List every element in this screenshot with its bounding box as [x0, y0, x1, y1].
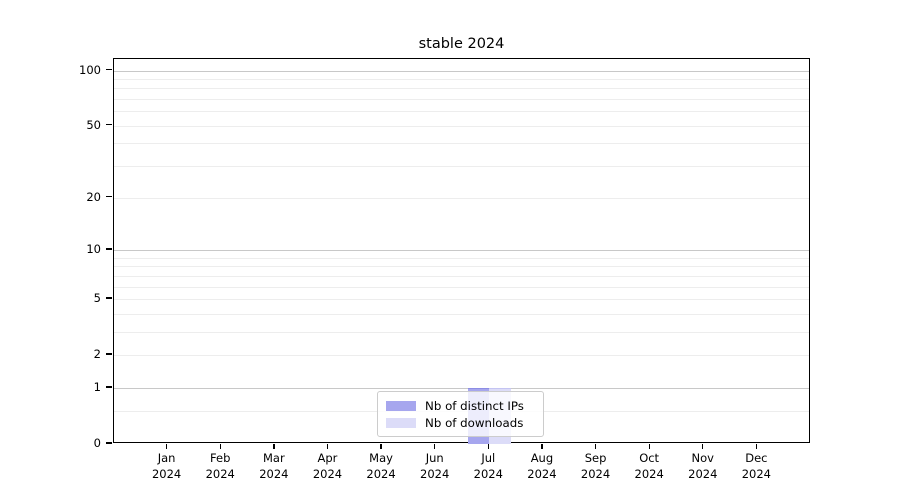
x-tick-year: 2024 [205, 466, 235, 481]
x-tick-label: May 2024 [351, 451, 411, 482]
x-tick-year: 2024 [366, 466, 396, 481]
minor-gridline [114, 78, 809, 80]
x-tick-mark [434, 443, 436, 449]
legend-label: Nb of downloads [425, 416, 524, 431]
x-tick-mark [166, 443, 168, 449]
x-tick-label: Feb 2024 [190, 451, 250, 482]
minor-gridline [114, 99, 809, 101]
y-tick-mark [106, 353, 112, 355]
x-tick-label: Apr 2024 [297, 451, 357, 482]
x-tick-label: Dec 2024 [726, 451, 786, 482]
minor-gridline [114, 88, 809, 90]
y-tick-mark [106, 196, 112, 198]
y-tick-label: 1 [93, 379, 101, 394]
minor-gridline [114, 143, 809, 145]
y-tick-label: 20 [86, 189, 101, 204]
x-tick-month: Nov [691, 451, 714, 465]
x-tick-month: Feb [210, 451, 231, 465]
major-gridline [114, 387, 809, 389]
x-tick-month: May [369, 451, 393, 465]
x-tick-month: Dec [745, 451, 768, 465]
x-tick-label: Oct 2024 [619, 451, 679, 482]
x-tick-month: Oct [639, 451, 660, 465]
legend-swatch-distinct-ips [386, 400, 416, 411]
x-tick-mark [648, 443, 650, 449]
x-tick-label: Jul 2024 [458, 451, 518, 482]
y-tick-mark [106, 386, 112, 388]
x-tick-month: Jun [425, 451, 444, 465]
minor-gridline [114, 275, 809, 277]
x-tick-month: Jan [157, 451, 176, 465]
y-tick-mark [106, 297, 112, 299]
legend-label: Nb of distinct IPs [425, 398, 524, 413]
x-tick-year: 2024 [741, 466, 772, 481]
x-tick-month: Aug [530, 451, 554, 465]
x-tick-mark [487, 443, 489, 449]
x-tick-month: Apr [317, 451, 338, 465]
y-tick-label: 50 [86, 117, 101, 132]
x-tick-year: 2024 [688, 466, 718, 481]
minor-gridline [114, 166, 809, 168]
x-tick-year: 2024 [312, 466, 343, 481]
y-tick-mark [106, 442, 112, 444]
y-tick-label: 5 [93, 290, 101, 305]
minor-gridline [114, 313, 809, 315]
y-tick-label: 100 [79, 62, 101, 77]
x-tick-month: Jul [481, 451, 496, 465]
x-tick-year: 2024 [527, 466, 557, 481]
x-tick-label: Aug 2024 [512, 451, 572, 482]
x-tick-label: Sep 2024 [566, 451, 626, 482]
x-tick-month: Sep [584, 451, 607, 465]
x-tick-mark [594, 443, 597, 449]
x-tick-label: Jun 2024 [405, 451, 465, 482]
plot-area [113, 58, 810, 444]
minor-gridline [114, 298, 809, 300]
y-tick-label: 2 [93, 347, 101, 362]
minor-gridline [114, 111, 809, 113]
x-tick-mark [702, 443, 704, 449]
x-tick-label: Jan 2024 [137, 451, 197, 482]
x-tick-mark [755, 443, 758, 449]
minor-gridline [114, 331, 809, 333]
minor-gridline [114, 257, 809, 259]
x-tick-mark [219, 443, 221, 449]
major-gridline [114, 70, 809, 72]
y-tick-mark [106, 68, 112, 71]
minor-gridline [114, 286, 809, 288]
x-tick-year: 2024 [420, 466, 450, 481]
major-gridline [114, 249, 809, 251]
x-tick-year: 2024 [259, 466, 289, 481]
x-tick-label: Nov 2024 [673, 451, 733, 482]
minor-gridline [114, 197, 809, 199]
legend-item: Nb of downloads [386, 416, 535, 430]
minor-gridline [114, 355, 809, 357]
y-tick-mark [106, 248, 112, 250]
x-tick-mark [541, 443, 543, 449]
y-tick-label: 0 [93, 436, 101, 450]
minor-gridline [114, 125, 809, 127]
y-tick-label: 10 [86, 241, 101, 256]
x-tick-mark [273, 443, 275, 449]
legend-item: Nb of distinct IPs [386, 399, 535, 413]
x-tick-mark [380, 443, 382, 449]
x-tick-label: Mar 2024 [244, 451, 304, 482]
minor-gridline [114, 266, 809, 268]
x-tick-mark [326, 443, 329, 449]
y-tick-mark [106, 124, 112, 126]
legend: Nb of distinct IPs Nb of downloads [377, 391, 544, 437]
legend-swatch-downloads [386, 418, 416, 429]
x-tick-year: 2024 [473, 466, 503, 481]
x-tick-year: 2024 [634, 466, 664, 481]
chart-title: stable 2024 [418, 36, 505, 52]
x-tick-month: Mar [262, 451, 285, 465]
x-tick-year: 2024 [151, 466, 182, 481]
x-tick-year: 2024 [580, 466, 611, 481]
